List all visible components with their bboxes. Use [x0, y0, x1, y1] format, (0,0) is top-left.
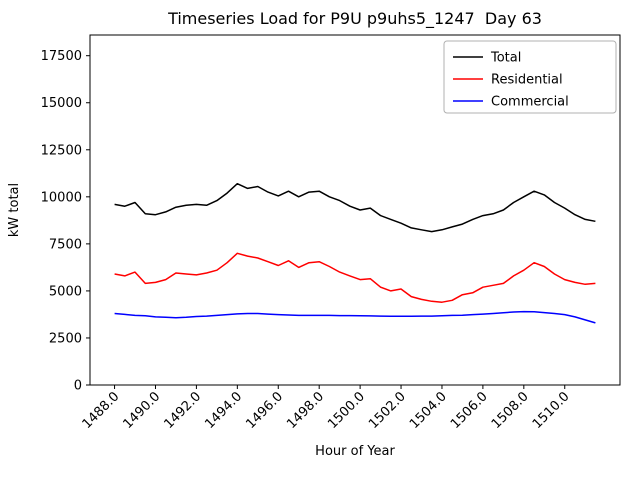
- legend-label-total: Total: [490, 51, 521, 66]
- legend-label-commercial: Commercial: [491, 95, 569, 110]
- y-tick-label: 0: [74, 379, 82, 394]
- x-tick-label: 1488.0: [80, 389, 123, 432]
- y-tick-label: 10000: [41, 190, 82, 205]
- x-tick-label: 1498.0: [284, 389, 327, 432]
- y-tick-label: 2500: [49, 331, 82, 346]
- x-tick-label: 1502.0: [366, 389, 409, 432]
- x-tick-label: 1510.0: [530, 389, 573, 432]
- series-line-residential: [114, 252, 596, 303]
- series-line-commercial: [114, 310, 596, 324]
- x-tick-label: 1508.0: [489, 389, 532, 432]
- y-tick-label: 5000: [49, 284, 82, 299]
- y-axis-label: kW total: [7, 183, 22, 237]
- legend-label-residential: Residential: [491, 73, 563, 88]
- x-axis-label: Hour of Year: [315, 444, 395, 459]
- y-tick-label: 12500: [41, 143, 82, 158]
- y-tick-label: 17500: [41, 49, 82, 64]
- x-tick-label: 1506.0: [448, 389, 491, 432]
- x-tick-label: 1504.0: [407, 389, 450, 432]
- chart-title: Timeseries Load for P9U p9uhs5_1247 Day …: [167, 9, 542, 29]
- x-tick-label: 1494.0: [202, 389, 245, 432]
- x-tick-label: 1500.0: [325, 389, 368, 432]
- axes-spines: [89, 34, 621, 386]
- y-tick-label: 7500: [49, 237, 82, 252]
- x-tick-label: 1490.0: [121, 389, 164, 432]
- x-tick-label: 1496.0: [243, 389, 286, 432]
- series-line-total: [114, 182, 596, 233]
- y-tick-label: 15000: [41, 96, 82, 111]
- x-tick-label: 1492.0: [161, 389, 204, 432]
- legend: Total Residential Commercial: [443, 40, 617, 114]
- legend-box: [443, 40, 617, 114]
